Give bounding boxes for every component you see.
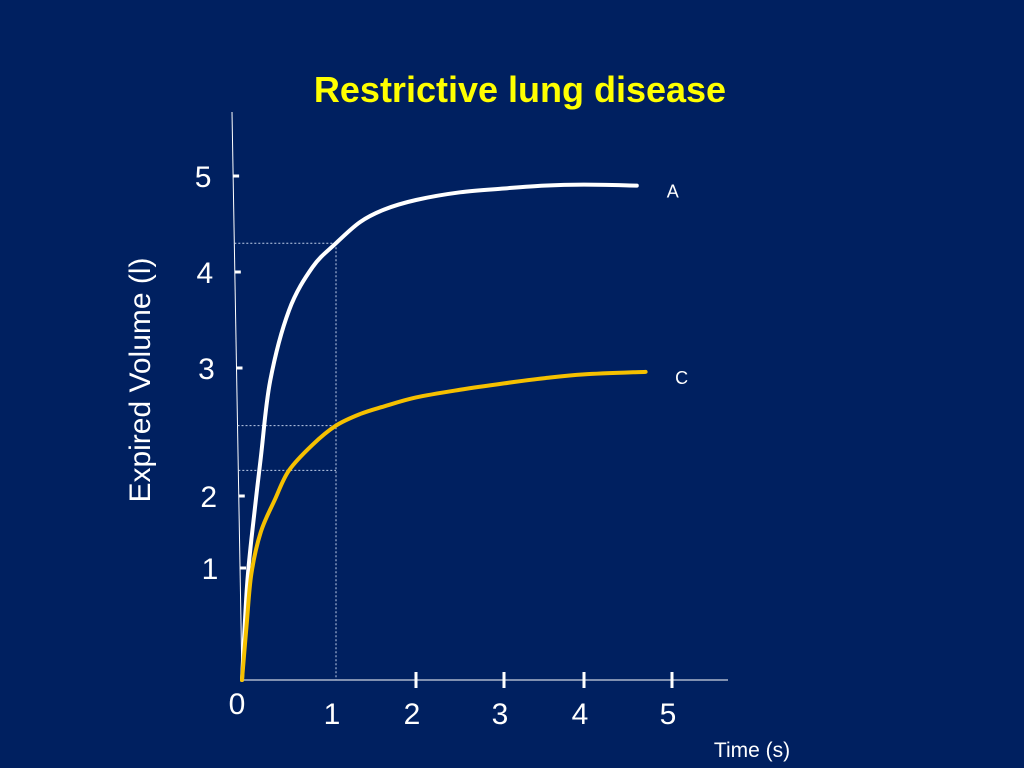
- x-tick-label: 4: [572, 698, 589, 731]
- series-line-c: [240, 369, 648, 682]
- series-label-a: A: [667, 182, 679, 202]
- x-axis-label: Time (s): [714, 739, 790, 762]
- y-tick-label: 2: [200, 481, 217, 514]
- reference-lines: [234, 242, 337, 680]
- y-tick-label: 3: [198, 353, 215, 386]
- series-label-c: C: [675, 368, 688, 388]
- axis-ticks: 1 2 3 4 5 1 2 3 4 5: [195, 161, 677, 731]
- y-tick-label: 1: [202, 553, 219, 586]
- x-tick-label: 5: [660, 698, 677, 731]
- series-lines: AC: [240, 182, 688, 682]
- y-tick-label: 4: [196, 257, 213, 290]
- chart-title: Restrictive lung disease: [314, 69, 726, 110]
- y-axis: [231, 111, 243, 681]
- x-tick-label: 2: [404, 698, 421, 731]
- x-tick-label: 1: [324, 698, 341, 731]
- x-tick-label: 3: [492, 698, 509, 731]
- y-tick-label: 5: [195, 161, 212, 194]
- y-axis-label: Expired Volume (l): [124, 257, 157, 502]
- origin-label: 0: [229, 688, 246, 721]
- series-line-a: [240, 182, 639, 682]
